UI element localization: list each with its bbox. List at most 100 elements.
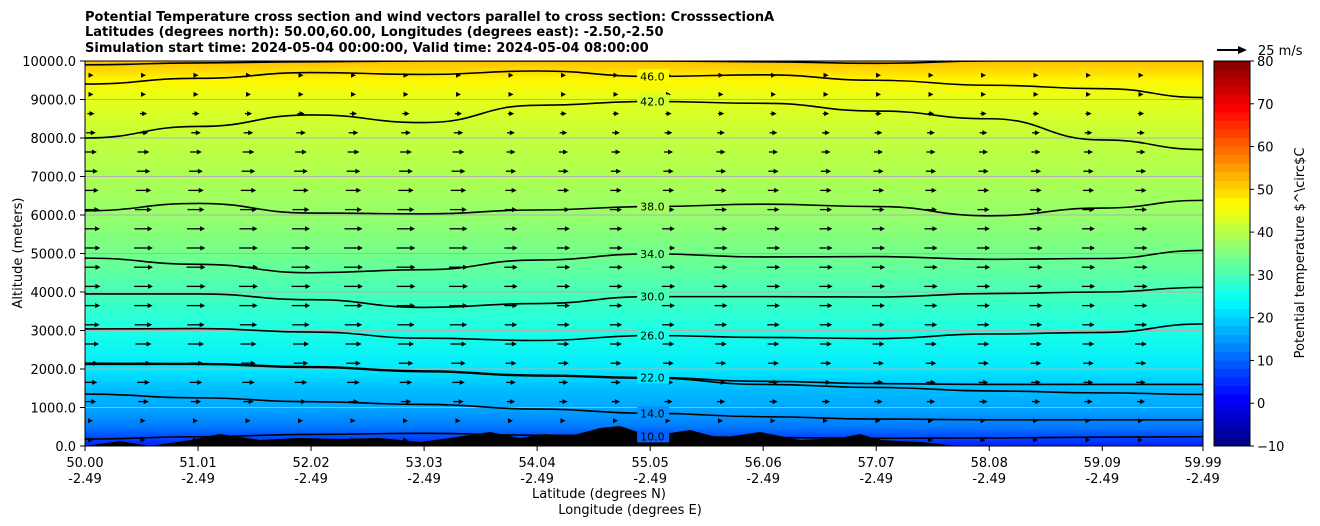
wind-vector-head xyxy=(94,207,100,213)
contour-label: 30.0 xyxy=(640,291,665,304)
wind-vector-head xyxy=(1037,322,1043,328)
wind-vector-head xyxy=(1139,130,1145,136)
quiver-key-label: 25 m/s xyxy=(1258,44,1303,59)
wind-vector-head xyxy=(462,264,468,270)
wind-vector-head xyxy=(827,245,833,251)
wind-vector-head xyxy=(511,341,517,347)
wind-vector-head xyxy=(877,399,883,405)
x-axis-label: Latitude (degrees N) xyxy=(532,487,666,502)
wind-vector-head xyxy=(929,111,935,117)
wind-vector-head xyxy=(1033,72,1039,78)
wind-vector-head xyxy=(722,226,728,232)
wind-vector-head xyxy=(774,207,780,213)
wind-vector-head xyxy=(1086,72,1091,78)
wind-vector-head xyxy=(508,91,514,97)
wind-vector-head xyxy=(980,418,986,424)
wind-vector-head xyxy=(827,322,833,328)
wind-vector-head xyxy=(932,207,938,213)
wind-vector-head xyxy=(143,130,149,136)
wind-vector-head xyxy=(669,341,675,347)
colorbar-tick-label: 30 xyxy=(1257,269,1274,284)
wind-vector-head xyxy=(981,91,986,97)
wind-vector-head xyxy=(932,264,938,270)
wind-vector-head xyxy=(981,111,987,117)
wind-vector-head xyxy=(928,72,934,78)
wind-vector-head xyxy=(1089,187,1095,193)
contour-label-bg xyxy=(637,328,670,342)
wind-vector-head xyxy=(1142,264,1148,270)
wind-vector-head xyxy=(456,72,461,78)
wind-vector-head xyxy=(1035,399,1041,405)
wind-vector-head xyxy=(410,283,416,289)
wind-vector-head xyxy=(878,379,884,385)
wind-vector-head xyxy=(878,360,884,366)
wind-vector-head xyxy=(560,418,566,424)
wind-vector-head xyxy=(1138,418,1143,424)
wind-vector-head xyxy=(773,149,779,155)
wind-vector-head xyxy=(458,130,464,136)
x-tick-label-lat: 50.00 xyxy=(66,456,103,471)
wind-vector-head xyxy=(1033,91,1039,97)
wind-vector-head xyxy=(252,226,258,232)
wind-vector-head xyxy=(720,379,726,385)
wind-vector-head xyxy=(827,264,833,270)
wind-vector-head xyxy=(616,341,622,347)
x-tick-label-lat: 58.08 xyxy=(971,456,1008,471)
wind-vector-head xyxy=(668,168,674,174)
wind-vector-head xyxy=(1086,91,1091,97)
wind-vector-head xyxy=(564,207,570,213)
wind-vector-head xyxy=(774,322,780,328)
x-tick-label-lat: 55.05 xyxy=(632,456,669,471)
colorbar-tick-label: 70 xyxy=(1257,98,1274,113)
wind-vector-head xyxy=(878,149,884,155)
wind-vector-head xyxy=(564,341,570,347)
wind-vector-head xyxy=(613,91,619,97)
wind-vector-head xyxy=(92,379,98,385)
y-tick-label: 4000.0 xyxy=(31,286,77,301)
x-tick-label-lon: -2.49 xyxy=(68,472,102,487)
wind-vector-head xyxy=(95,264,101,270)
wind-vector-head xyxy=(879,341,885,347)
wind-vector-head xyxy=(199,341,205,347)
y-tick-label: 9000.0 xyxy=(31,94,77,109)
wind-vector-head xyxy=(670,283,676,289)
wind-vector-head xyxy=(826,187,832,193)
wind-vector-head xyxy=(247,111,253,117)
wind-vector-head xyxy=(350,418,356,424)
wind-vector-head xyxy=(303,360,309,366)
wind-vector-head xyxy=(1089,226,1095,232)
chart-title-line-3: Simulation start time: 2024-05-04 00:00:… xyxy=(85,41,649,56)
wind-vector-head xyxy=(669,303,675,309)
wind-vector-head xyxy=(404,111,410,117)
wind-vector-head xyxy=(512,226,518,232)
x-tick-label-lat: 52.02 xyxy=(292,456,329,471)
chart-title-line-2: Latitudes (degrees north): 50.00,60.00, … xyxy=(85,25,664,40)
colorbar-tick-label: 80 xyxy=(1257,55,1274,70)
wind-vector-head xyxy=(146,341,152,347)
wind-vector-head xyxy=(928,437,933,443)
wind-vector-head xyxy=(462,283,468,289)
colorbar-label: Potential temperature $^\circ$C xyxy=(1293,148,1308,359)
wind-vector-head xyxy=(459,149,465,155)
wind-vector-head xyxy=(827,303,833,309)
wind-vector-head xyxy=(1142,303,1148,309)
x-tick-label-lon: -2.49 xyxy=(859,472,893,487)
wind-vector-head xyxy=(141,91,146,97)
wind-vector-head xyxy=(719,130,725,136)
wind-vector-head xyxy=(561,111,567,117)
x-axis-label-2: Longitude (degrees E) xyxy=(558,503,702,518)
wind-vector-head xyxy=(143,399,149,405)
wind-vector-head xyxy=(981,72,986,78)
wind-vector-head xyxy=(1138,91,1144,97)
wind-vector-head xyxy=(932,322,938,328)
wind-vector-head xyxy=(1034,130,1040,136)
x-tick-label-lat: 57.07 xyxy=(858,456,895,471)
wind-vector-head xyxy=(984,187,990,193)
wind-vector-head xyxy=(456,91,461,97)
wind-vector-head xyxy=(879,187,885,193)
wind-vector-head xyxy=(304,341,310,347)
wind-vector-head xyxy=(1142,322,1148,328)
y-tick-label: 8000.0 xyxy=(31,132,77,147)
wind-vector-head xyxy=(876,91,881,97)
